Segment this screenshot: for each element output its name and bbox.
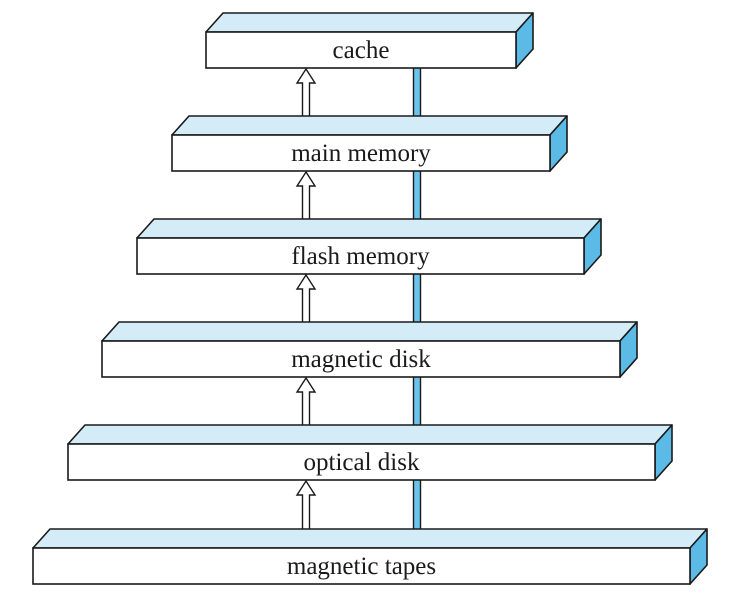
level-top-face	[172, 116, 567, 135]
level-magnetic-tapes: magnetic tapes	[33, 529, 707, 584]
level-optical-disk: optical disk	[68, 425, 672, 480]
level-label-main-memory: main memory	[291, 140, 431, 167]
level-main-memory: main memory	[172, 116, 567, 171]
level-top-face	[206, 13, 533, 32]
level-flash-memory: flash memory	[137, 219, 601, 274]
level-top-face	[102, 322, 637, 341]
level-top-face	[33, 529, 707, 548]
hierarchy-levels: cache main memory flash memory magnetic dis…	[33, 13, 707, 584]
level-label-magnetic-disk: magnetic disk	[291, 346, 431, 373]
level-label-optical-disk: optical disk	[304, 449, 420, 476]
level-label-flash-memory: flash memory	[291, 243, 430, 270]
level-label-magnetic-tapes: magnetic tapes	[287, 553, 436, 580]
level-top-face	[137, 219, 601, 238]
level-magnetic-disk: magnetic disk	[102, 322, 637, 377]
level-cache: cache	[206, 13, 533, 68]
level-label-cache: cache	[333, 37, 390, 64]
level-top-face	[68, 425, 672, 444]
